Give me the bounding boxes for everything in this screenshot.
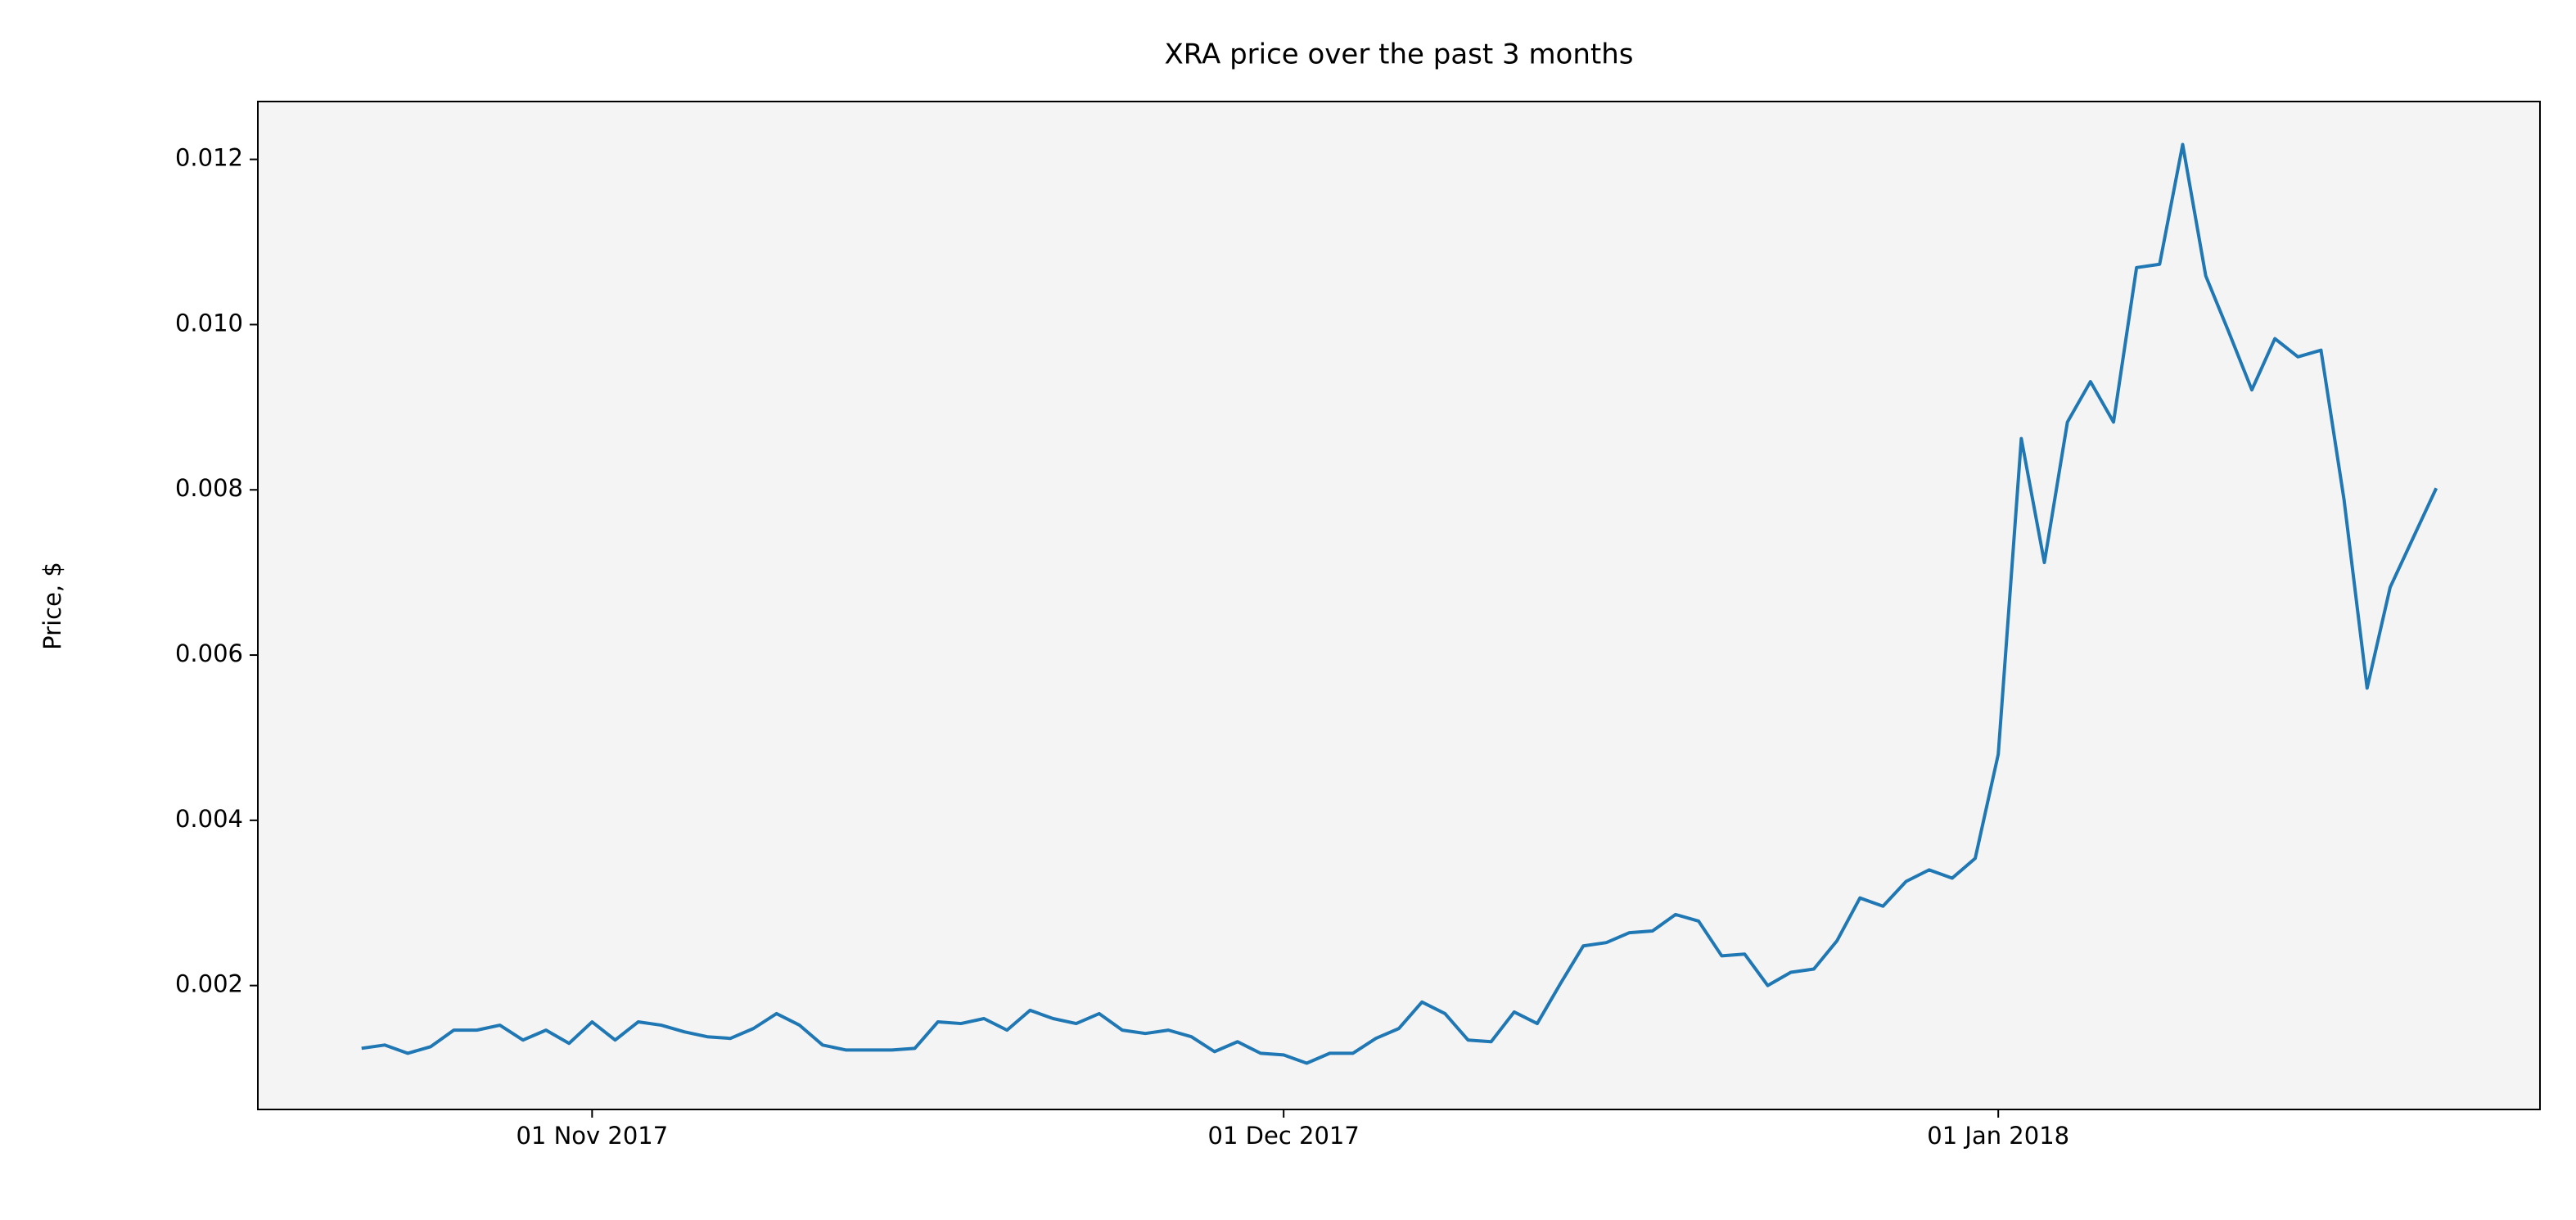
- x-tick-label: 01 Nov 2017: [516, 1122, 668, 1150]
- y-tick-label: 0.002: [175, 970, 243, 998]
- y-tick-label: 0.006: [175, 639, 243, 667]
- price-line: [361, 142, 2438, 1065]
- y-tick-label: 0.010: [175, 309, 243, 337]
- y-tick-label: 0.012: [175, 144, 243, 172]
- x-tick-label: 01 Dec 2017: [1208, 1122, 1360, 1150]
- chart-title: XRA price over the past 3 months: [1164, 38, 1633, 71]
- plot-background: [258, 102, 2540, 1109]
- y-tick-label: 0.008: [175, 474, 243, 502]
- y-tick-label: 0.004: [175, 805, 243, 833]
- y-axis-label: Price, $: [38, 562, 66, 650]
- x-tick-label: 01 Jan 2018: [1927, 1122, 2069, 1150]
- plot-frame: [257, 101, 2541, 1110]
